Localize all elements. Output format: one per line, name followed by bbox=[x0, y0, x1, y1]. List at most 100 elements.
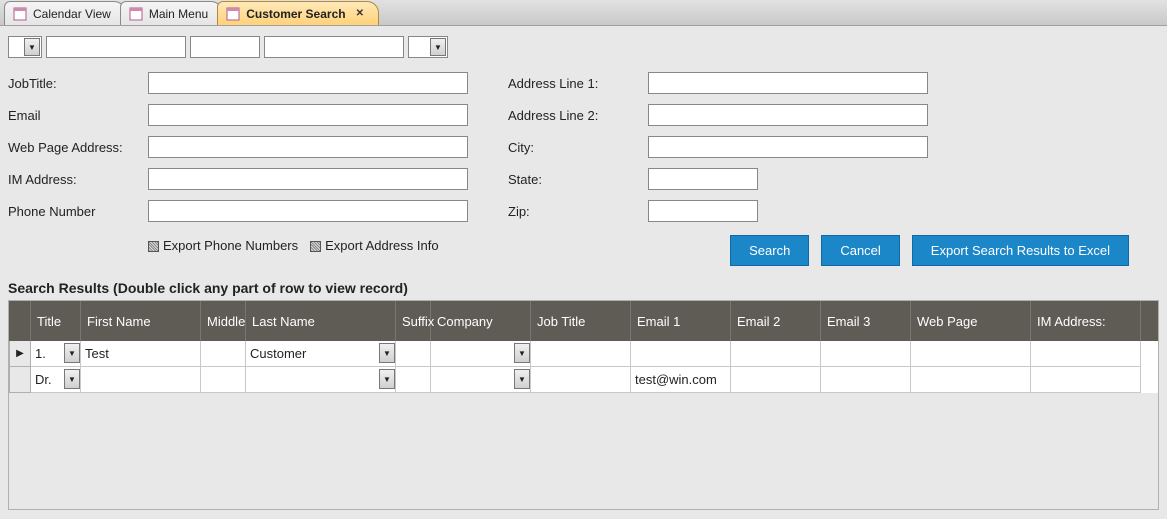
filter-combo-2[interactable]: ▼ bbox=[408, 36, 448, 58]
tab-customer-search[interactable]: Customer Search ✕ bbox=[217, 1, 379, 25]
search-fields: JobTitle: Email Web Page Address: IM Add… bbox=[8, 72, 1159, 232]
addr1-input[interactable] bbox=[648, 72, 928, 94]
city-label: City: bbox=[508, 140, 648, 155]
cell-last[interactable]: Customer▼ bbox=[246, 341, 396, 367]
col-webpage[interactable]: Web Page bbox=[911, 301, 1031, 341]
cell-email1[interactable]: test@win.com bbox=[631, 367, 731, 393]
tab-calendar-view[interactable]: Calendar View bbox=[4, 1, 126, 25]
tab-strip: Calendar View Main Menu Customer Search … bbox=[0, 0, 1167, 26]
state-input[interactable] bbox=[648, 168, 758, 190]
export-address-label: Export Address Info bbox=[325, 238, 438, 253]
jobtitle-input[interactable] bbox=[148, 72, 468, 94]
email-label: Email bbox=[8, 108, 148, 123]
table-row[interactable]: Dr.▼ ▼ ▼ test@win.com bbox=[9, 367, 1158, 393]
col-email3[interactable]: Email 3 bbox=[821, 301, 911, 341]
tab-label: Main Menu bbox=[149, 7, 208, 21]
cell-middle[interactable] bbox=[201, 367, 246, 393]
checkbox-icon bbox=[148, 241, 159, 252]
im-input[interactable] bbox=[148, 168, 468, 190]
tab-main-menu[interactable]: Main Menu bbox=[120, 1, 223, 25]
cell-title[interactable]: Dr.▼ bbox=[31, 367, 81, 393]
zip-input[interactable] bbox=[648, 200, 758, 222]
search-button[interactable]: Search bbox=[730, 235, 809, 266]
cell-company[interactable]: ▼ bbox=[431, 341, 531, 367]
webpage-label: Web Page Address: bbox=[8, 140, 148, 155]
results-label: Search Results (Double click any part of… bbox=[8, 280, 1159, 296]
cell-email2[interactable] bbox=[731, 341, 821, 367]
col-first[interactable]: First Name bbox=[81, 301, 201, 341]
cell-email1[interactable] bbox=[631, 341, 731, 367]
email-input[interactable] bbox=[148, 104, 468, 126]
chevron-down-icon[interactable]: ▼ bbox=[379, 343, 395, 363]
export-phones-label: Export Phone Numbers bbox=[163, 238, 298, 253]
filter-row: ▼ ▼ bbox=[8, 36, 1159, 58]
export-excel-button[interactable]: Export Search Results to Excel bbox=[912, 235, 1129, 266]
cell-suffix[interactable] bbox=[396, 367, 431, 393]
col-middle[interactable]: Middle bbox=[201, 301, 246, 341]
jobtitle-label: JobTitle: bbox=[8, 76, 148, 91]
chevron-down-icon[interactable]: ▼ bbox=[430, 38, 446, 56]
cell-email2[interactable] bbox=[731, 367, 821, 393]
chevron-down-icon[interactable]: ▼ bbox=[64, 343, 80, 363]
addr1-label: Address Line 1: bbox=[508, 76, 648, 91]
chevron-down-icon[interactable]: ▼ bbox=[379, 369, 395, 389]
col-suffix[interactable]: Suffix bbox=[396, 301, 431, 341]
form-icon bbox=[13, 7, 27, 21]
cell-webpage[interactable] bbox=[911, 367, 1031, 393]
left-column: JobTitle: Email Web Page Address: IM Add… bbox=[8, 72, 468, 232]
row-selector[interactable] bbox=[9, 367, 31, 393]
cell-webpage[interactable] bbox=[911, 341, 1031, 367]
cell-im[interactable] bbox=[1031, 341, 1141, 367]
form-icon bbox=[129, 7, 143, 21]
cell-email3[interactable] bbox=[821, 367, 911, 393]
checkbox-icon bbox=[310, 241, 321, 252]
form-body: ▼ ▼ JobTitle: Email Web Page Address: IM… bbox=[0, 26, 1167, 510]
cell-suffix[interactable] bbox=[396, 341, 431, 367]
cell-email3[interactable] bbox=[821, 341, 911, 367]
row-selector[interactable]: ▶ bbox=[9, 341, 31, 367]
cell-first[interactable] bbox=[81, 367, 201, 393]
table-row[interactable]: ▶ 1.▼ Test Customer▼ ▼ bbox=[9, 341, 1158, 367]
right-column: Address Line 1: Address Line 2: City: St… bbox=[508, 72, 928, 232]
phone-input[interactable] bbox=[148, 200, 468, 222]
cell-last[interactable]: ▼ bbox=[246, 367, 396, 393]
filter-input-2[interactable] bbox=[190, 36, 260, 58]
cell-company[interactable]: ▼ bbox=[431, 367, 531, 393]
export-address-checkbox[interactable]: Export Address Info bbox=[310, 238, 438, 253]
col-email2[interactable]: Email 2 bbox=[731, 301, 821, 341]
chevron-down-icon[interactable]: ▼ bbox=[514, 369, 530, 389]
zip-label: Zip: bbox=[508, 204, 648, 219]
chevron-down-icon[interactable]: ▼ bbox=[514, 343, 530, 363]
addr2-input[interactable] bbox=[648, 104, 928, 126]
webpage-input[interactable] bbox=[148, 136, 468, 158]
export-phones-checkbox[interactable]: Export Phone Numbers bbox=[148, 238, 298, 253]
datasheet-header: Title First Name Middle Last Name Suffix… bbox=[9, 301, 1158, 341]
col-company[interactable]: Company bbox=[431, 301, 531, 341]
city-input[interactable] bbox=[648, 136, 928, 158]
filter-input-3[interactable] bbox=[264, 36, 404, 58]
cell-first[interactable]: Test bbox=[81, 341, 201, 367]
cancel-button[interactable]: Cancel bbox=[821, 235, 899, 266]
phone-label: Phone Number bbox=[8, 204, 148, 219]
cell-title[interactable]: 1.▼ bbox=[31, 341, 81, 367]
row-selector-header bbox=[9, 301, 31, 341]
form-icon bbox=[226, 7, 240, 21]
col-im[interactable]: IM Address: bbox=[1031, 301, 1141, 341]
chevron-down-icon[interactable]: ▼ bbox=[64, 369, 80, 389]
filter-input-1[interactable] bbox=[46, 36, 186, 58]
state-label: State: bbox=[508, 172, 648, 187]
cell-im[interactable] bbox=[1031, 367, 1141, 393]
col-last[interactable]: Last Name bbox=[246, 301, 396, 341]
col-jobtitle[interactable]: Job Title bbox=[531, 301, 631, 341]
col-title[interactable]: Title bbox=[31, 301, 81, 341]
cell-jobtitle[interactable] bbox=[531, 341, 631, 367]
im-label: IM Address: bbox=[8, 172, 148, 187]
col-email1[interactable]: Email 1 bbox=[631, 301, 731, 341]
filter-combo-1[interactable]: ▼ bbox=[8, 36, 42, 58]
cell-jobtitle[interactable] bbox=[531, 367, 631, 393]
close-icon[interactable]: ✕ bbox=[356, 8, 364, 19]
tab-label: Calendar View bbox=[33, 7, 111, 21]
cell-middle[interactable] bbox=[201, 341, 246, 367]
chevron-down-icon[interactable]: ▼ bbox=[24, 38, 40, 56]
addr2-label: Address Line 2: bbox=[508, 108, 648, 123]
